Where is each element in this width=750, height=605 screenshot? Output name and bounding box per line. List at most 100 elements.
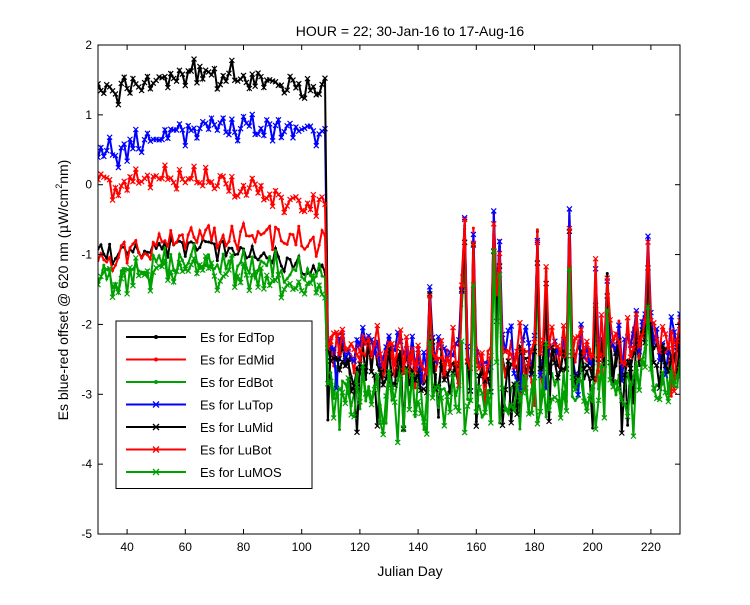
data-point-marker <box>237 76 244 83</box>
data-point-marker <box>108 255 112 259</box>
data-point-marker <box>409 345 416 352</box>
data-point-marker <box>493 359 500 366</box>
data-point-marker <box>230 224 234 228</box>
data-point-marker <box>159 136 165 143</box>
data-point-marker <box>189 226 193 230</box>
data-point-marker <box>220 115 227 121</box>
data-point-marker <box>263 272 270 279</box>
data-point-marker <box>470 240 477 247</box>
data-point-marker <box>511 364 518 370</box>
data-point-marker <box>258 265 264 272</box>
y-axis-label-unit: W/cm <box>55 189 71 225</box>
data-point-marker <box>397 372 404 379</box>
data-point-marker <box>554 343 561 350</box>
y-tick-label: 0 <box>85 178 92 192</box>
data-point-marker <box>380 431 387 438</box>
data-point-marker <box>450 369 456 376</box>
data-point-marker <box>279 239 283 243</box>
data-point-marker <box>180 233 184 237</box>
data-point-marker <box>250 255 254 259</box>
data-point-marker <box>224 253 228 257</box>
data-point-marker <box>441 422 448 429</box>
data-point-marker <box>423 431 430 437</box>
data-point-marker <box>514 411 520 418</box>
data-point-marker <box>415 370 422 377</box>
legend: Es for EdTop Es for EdMid Es for EdBot Es f… <box>115 320 313 489</box>
data-point-marker <box>262 261 266 265</box>
data-point-marker <box>471 226 475 230</box>
data-point-marker <box>301 95 308 102</box>
data-point-marker <box>252 83 259 90</box>
data-point-marker <box>138 270 145 277</box>
data-point-marker <box>118 182 125 189</box>
data-point-marker <box>508 351 515 357</box>
data-point-marker <box>595 397 602 404</box>
data-point-marker <box>380 381 387 388</box>
data-point-marker <box>613 350 619 357</box>
data-point-marker <box>228 173 235 180</box>
data-point-marker <box>390 356 394 360</box>
legend-swatch-marker <box>152 446 160 453</box>
data-point-marker <box>162 73 168 80</box>
x-axis-label: Julian Day <box>377 563 442 579</box>
data-point-marker <box>354 336 360 343</box>
data-point-marker <box>173 78 180 85</box>
data-point-marker <box>259 254 263 258</box>
data-point-marker <box>375 362 379 366</box>
data-point-marker <box>185 122 192 129</box>
data-point-marker <box>262 251 266 255</box>
data-point-marker <box>426 291 433 297</box>
data-point-marker <box>138 149 145 156</box>
data-point-marker <box>668 313 675 320</box>
data-point-marker <box>176 166 183 173</box>
data-point-marker <box>287 120 293 127</box>
data-point-marker <box>525 340 532 346</box>
data-point-marker <box>220 173 227 180</box>
data-point-marker <box>290 77 296 84</box>
data-point-marker <box>665 346 672 352</box>
data-point-marker <box>182 266 189 273</box>
x-tick-label: 140 <box>408 540 428 554</box>
data-point-marker <box>201 237 205 241</box>
data-point-marker <box>186 233 190 237</box>
data-point-marker <box>342 400 349 407</box>
data-point-marker <box>451 361 455 365</box>
data-point-marker <box>307 280 314 287</box>
data-point-marker <box>217 120 224 126</box>
data-point-marker <box>490 247 497 254</box>
data-point-marker <box>281 286 288 293</box>
data-point-marker <box>268 224 272 228</box>
data-point-marker <box>189 253 193 257</box>
data-point-marker <box>276 228 280 232</box>
legend-entry: Es for EdTop <box>126 330 274 345</box>
data-point-marker <box>496 250 503 257</box>
data-point-marker <box>316 282 323 289</box>
data-point-marker <box>447 364 454 371</box>
data-point-marker <box>436 356 440 360</box>
data-point-marker <box>246 287 253 294</box>
data-point-marker <box>662 331 669 337</box>
data-point-marker <box>653 362 660 369</box>
data-point-marker <box>260 132 267 139</box>
y-tick-label: 2 <box>85 38 92 52</box>
data-point-marker <box>148 257 152 261</box>
data-point-marker <box>291 233 295 237</box>
data-point-marker <box>343 382 347 386</box>
data-point-marker <box>247 234 251 238</box>
data-point-marker <box>339 358 346 365</box>
data-point-marker <box>129 282 136 289</box>
data-point-marker <box>211 273 218 279</box>
data-point-marker <box>199 182 206 189</box>
data-point-marker <box>311 235 315 239</box>
data-point-marker <box>310 127 317 134</box>
data-point-marker <box>356 398 363 405</box>
data-point-marker <box>313 213 320 220</box>
data-point-marker <box>231 129 238 136</box>
data-point-marker <box>215 259 219 263</box>
data-point-marker <box>124 187 131 193</box>
data-point-marker <box>153 264 160 271</box>
data-point-marker <box>546 418 552 425</box>
data-point-marker <box>282 241 286 245</box>
data-point-marker <box>112 152 119 159</box>
data-point-marker <box>383 349 390 356</box>
